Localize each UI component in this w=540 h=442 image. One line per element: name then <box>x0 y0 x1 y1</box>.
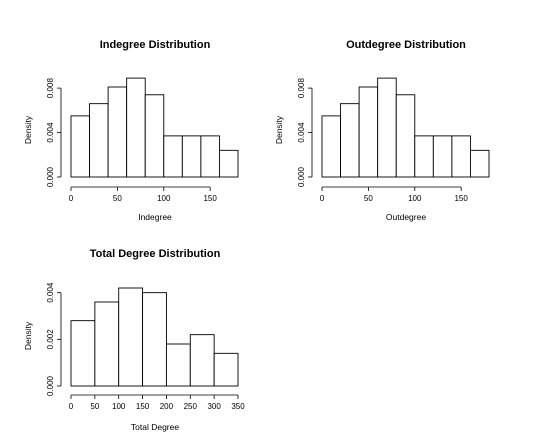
x-tick-label: 100 <box>112 402 126 411</box>
histogram-bar <box>469 149 490 178</box>
histogram-bar <box>218 149 239 178</box>
histogram-bar <box>358 86 379 178</box>
x-axis: 0 50 100 150 200 250 300 350 <box>69 394 245 411</box>
y-axis-label: Density <box>23 115 33 144</box>
x-axis-label: Indegree <box>138 212 172 222</box>
x-axis: 0 50 100 150 <box>320 186 468 203</box>
histogram-bar <box>181 135 202 178</box>
x-tick-label: 200 <box>160 402 174 411</box>
x-axis: 0 50 100 150 <box>69 186 217 203</box>
y-axis-label: Density <box>274 115 284 144</box>
chart-title: Indegree Distribution <box>100 39 211 51</box>
y-tick-label: 0.008 <box>297 78 306 99</box>
histogram-bar <box>94 301 120 387</box>
histogram-bars <box>321 77 490 178</box>
x-tick-label: 0 <box>69 402 74 411</box>
histogram-bar <box>340 103 360 178</box>
histogram-bar <box>70 320 96 387</box>
y-tick-label: 0.000 <box>297 166 306 187</box>
x-axis-label: Total Degree <box>131 422 179 432</box>
histogram-bar <box>432 135 453 178</box>
histogram-bar <box>451 135 471 178</box>
chart-title: Outdegree Distribution <box>346 39 466 51</box>
y-axis-label: Density <box>23 321 33 350</box>
histogram-bar <box>118 287 144 387</box>
total-degree-histogram: Total Degree Distribution Total Degree D… <box>23 248 245 432</box>
histogram-bar <box>189 334 215 387</box>
x-tick-label: 100 <box>408 194 422 203</box>
histogram-bar <box>213 352 239 387</box>
histogram-bar <box>377 77 397 178</box>
histogram-bar <box>126 77 146 178</box>
x-tick-label: 50 <box>113 194 122 203</box>
histogram-bar <box>165 343 191 387</box>
histogram-bar <box>321 115 342 178</box>
x-tick-label: 150 <box>203 194 217 203</box>
y-tick-label: 0.004 <box>46 282 55 303</box>
histogram-bar <box>414 135 434 178</box>
x-tick-label: 100 <box>157 194 171 203</box>
y-tick-label: 0.002 <box>46 329 55 350</box>
x-tick-label: 50 <box>364 194 373 203</box>
outdegree-histogram: Outdegree Distribution Outdegree Density… <box>274 39 490 222</box>
y-tick-label: 0.008 <box>46 78 55 99</box>
y-axis: 0.000 0.002 0.004 <box>46 282 62 396</box>
x-tick-label: 50 <box>90 402 99 411</box>
histogram-bar <box>107 86 128 178</box>
histogram-bar <box>163 135 183 178</box>
y-tick-label: 0.004 <box>46 122 55 143</box>
chart-title: Total Degree Distribution <box>90 248 221 260</box>
x-tick-label: 0 <box>69 194 74 203</box>
y-tick-label: 0.000 <box>46 375 55 396</box>
x-axis-label: Outdegree <box>386 212 426 222</box>
histogram-bar <box>200 135 220 178</box>
y-axis: 0.000 0.004 0.008 <box>297 78 313 187</box>
y-tick-label: 0.004 <box>297 122 306 143</box>
x-tick-label: 300 <box>207 402 221 411</box>
y-tick-label: 0.000 <box>46 166 55 187</box>
y-axis: 0.000 0.004 0.008 <box>46 78 62 187</box>
x-tick-label: 150 <box>454 194 468 203</box>
histogram-bar <box>142 292 167 387</box>
x-tick-label: 150 <box>136 402 150 411</box>
histogram-bar <box>144 94 165 178</box>
x-tick-label: 350 <box>231 402 245 411</box>
indegree-histogram: Indegree Distribution Indegree Density 0… <box>23 39 239 222</box>
histogram-bar <box>395 94 416 178</box>
x-tick-label: 0 <box>320 194 325 203</box>
histogram-bar <box>70 115 91 178</box>
histogram-bar <box>89 103 109 178</box>
histogram-bars <box>70 287 239 387</box>
x-tick-label: 250 <box>184 402 198 411</box>
histogram-bars <box>70 77 239 178</box>
